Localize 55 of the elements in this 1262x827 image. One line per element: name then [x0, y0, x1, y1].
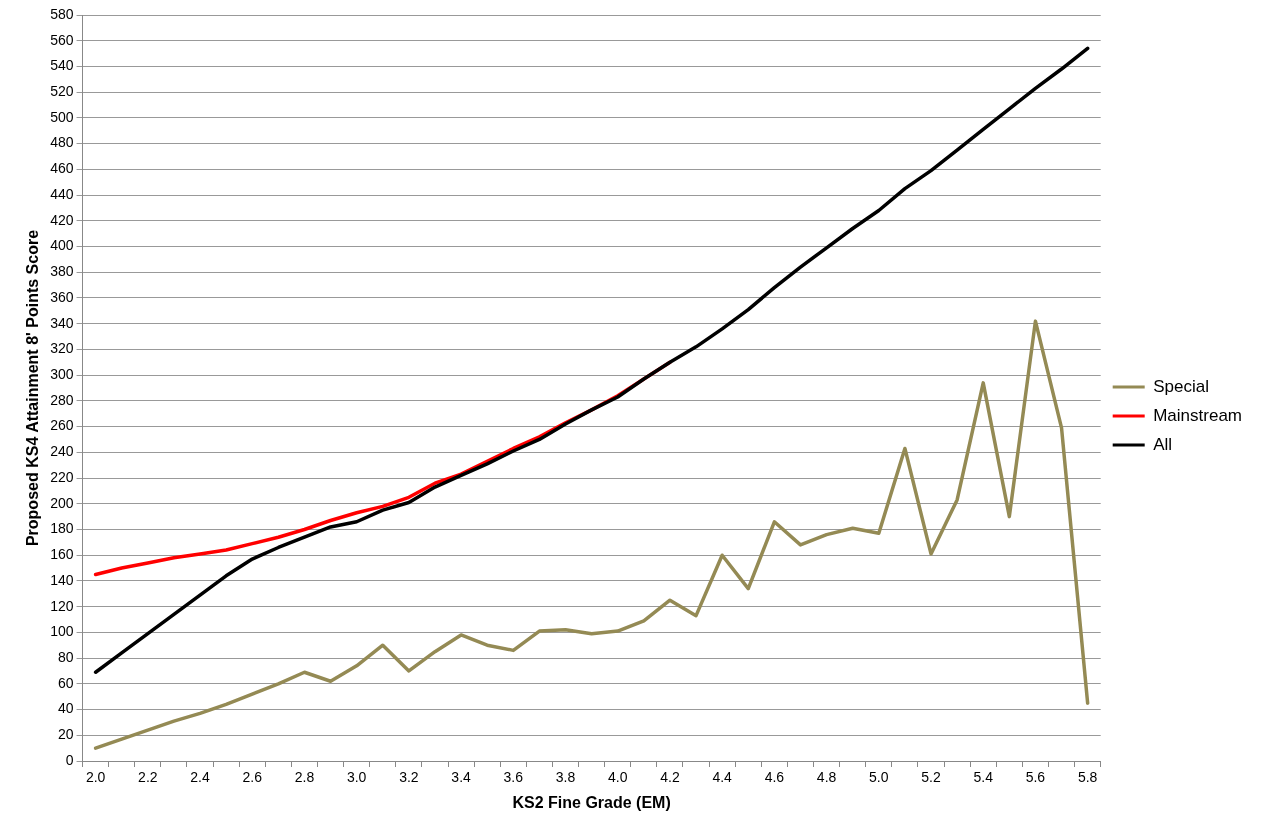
- y-tick-label: 200: [50, 494, 74, 511]
- y-tick-label: 500: [50, 108, 74, 125]
- x-tick-label: 3.0: [346, 769, 367, 786]
- x-tick-label: 4.4: [712, 769, 733, 786]
- y-tick-label: 420: [50, 211, 74, 228]
- y-tick-label: 100: [50, 623, 74, 640]
- y-axis-title: Proposed KS4 Attainment 8' Points Score: [24, 229, 42, 547]
- y-tick-label: 80: [57, 648, 74, 665]
- y-tick-label: 340: [50, 314, 74, 331]
- y-tick-label: 60: [57, 674, 74, 691]
- legend-label: Mainstream: [1153, 405, 1243, 425]
- x-tick-label: 5.2: [921, 769, 941, 786]
- y-tick-label: 20: [57, 726, 74, 743]
- x-tick-label: 5.8: [1077, 769, 1098, 786]
- x-tick-label: 3.6: [503, 769, 524, 786]
- y-tick-label: 120: [50, 597, 74, 614]
- y-tick-label: 280: [50, 391, 74, 408]
- x-tick-label: 4.0: [608, 769, 628, 786]
- y-tick-label: 360: [50, 288, 74, 305]
- x-tick-label: 3.8: [555, 769, 576, 786]
- x-axis-title: KS2 Fine Grade (EM): [512, 793, 671, 811]
- x-tick-label: 3.4: [451, 769, 472, 786]
- y-tick-label: 440: [50, 185, 74, 202]
- x-tick-label: 4.6: [764, 769, 785, 786]
- x-tick-label: 5.6: [1025, 769, 1046, 786]
- y-tick-label: 520: [50, 83, 74, 100]
- y-tick-label: 0: [65, 751, 74, 768]
- x-tick-label: 2.2: [138, 769, 158, 786]
- legend-label: Special: [1153, 376, 1209, 396]
- x-tick-label: 2.4: [190, 769, 210, 786]
- y-tick-label: 320: [50, 340, 74, 357]
- x-tick-label: 2.8: [294, 769, 315, 786]
- x-tick-label: 5.4: [973, 769, 994, 786]
- x-tick-label: 5.0: [869, 769, 889, 786]
- y-tick-label: 400: [50, 237, 74, 254]
- x-tick-label: 3.2: [399, 769, 419, 786]
- y-tick-label: 40: [57, 700, 74, 717]
- x-tick-label: 2.6: [242, 769, 263, 786]
- y-tick-label: 240: [50, 443, 74, 460]
- y-tick-label: 380: [50, 263, 74, 280]
- legend-label: All: [1153, 434, 1173, 454]
- y-tick-label: 260: [50, 417, 74, 434]
- y-tick-label: 540: [50, 57, 74, 74]
- y-tick-label: 180: [50, 520, 74, 537]
- y-tick-label: 560: [50, 31, 74, 48]
- y-tick-label: 460: [50, 160, 74, 177]
- x-tick-label: 4.2: [660, 769, 680, 786]
- x-tick-label: 2.0: [85, 769, 106, 786]
- y-tick-label: 160: [50, 546, 74, 563]
- y-tick-label: 480: [50, 134, 74, 151]
- y-tick-label: 220: [50, 468, 74, 485]
- x-tick-label: 4.8: [816, 769, 837, 786]
- y-tick-label: 580: [50, 5, 74, 22]
- y-tick-label: 140: [50, 571, 74, 588]
- y-tick-label: 300: [50, 366, 74, 382]
